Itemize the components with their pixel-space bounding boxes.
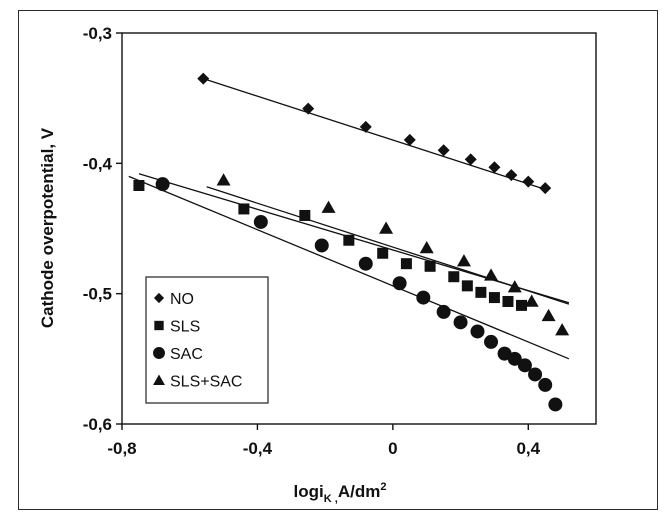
x-tick-label: 0 — [388, 439, 397, 458]
data-point-sls — [400, 258, 412, 270]
data-point-sls-sac — [484, 268, 499, 281]
y-tick-label: -0,5 — [83, 285, 112, 304]
data-point-no — [488, 161, 501, 174]
data-point-sls-sac — [456, 254, 471, 267]
data-point-sac — [392, 276, 407, 291]
legend-marker-sls-sac — [153, 374, 165, 385]
data-point-sls — [448, 271, 460, 283]
data-point-sac — [453, 315, 468, 330]
data-point-sls-sac — [379, 221, 394, 234]
data-point-sls — [343, 234, 355, 246]
data-point-sac — [470, 324, 485, 339]
data-point-sls — [133, 179, 145, 191]
data-point-sac — [416, 290, 431, 305]
data-point-sls-sac — [419, 241, 434, 254]
x-axis-title-unit: A/dm — [338, 482, 381, 501]
data-point-sls — [475, 286, 487, 298]
data-point-sls-sac — [216, 173, 231, 186]
data-point-sls — [516, 299, 528, 311]
data-point-sac — [528, 367, 543, 382]
data-point-sls — [502, 295, 514, 307]
y-tick-label: -0,4 — [83, 154, 113, 173]
fit-line-sls-sac — [206, 186, 570, 305]
data-point-sac — [436, 304, 451, 319]
data-point-no — [437, 144, 450, 157]
legend-label-sls-sac: SLS+SAC — [170, 374, 242, 391]
fit-line-no — [203, 77, 546, 191]
data-point-sac — [358, 256, 373, 271]
legend-label-sls: SLS — [170, 319, 200, 336]
legend-marker-sls — [154, 320, 164, 331]
data-point-sls-sac — [541, 308, 556, 322]
data-point-sls — [377, 247, 389, 259]
data-point-no — [359, 120, 372, 133]
x-tick-label: -0,8 — [107, 439, 136, 458]
legend-label-no: NO — [170, 291, 194, 308]
data-point-sls — [461, 280, 473, 292]
data-point-no — [522, 175, 535, 188]
data-point-sls-sac — [524, 294, 539, 307]
data-point-sac — [253, 214, 268, 229]
x-axis-title-superscript: 2 — [380, 481, 386, 493]
data-point-sls — [424, 260, 436, 272]
y-tick-label: -0,6 — [83, 415, 112, 434]
data-point-sac — [548, 397, 563, 412]
data-point-sls — [488, 292, 500, 304]
data-point-sac — [155, 177, 170, 192]
x-axis-title: logiK ,A/dm2 — [294, 481, 387, 505]
data-point-no — [505, 169, 518, 182]
data-point-no — [464, 153, 477, 166]
data-point-sls-sac — [321, 200, 336, 213]
y-tick-label: -0,3 — [83, 24, 112, 43]
legend-marker-no — [153, 292, 165, 304]
legend-box — [145, 276, 269, 404]
data-point-sls — [238, 203, 250, 215]
x-tick-label: 0,4 — [516, 439, 540, 458]
data-point-sac — [314, 238, 329, 253]
legend: NO SLS SAC SLS+SAC — [145, 276, 269, 404]
data-point-no — [197, 72, 210, 85]
x-axis-title-main: logi — [294, 482, 324, 501]
data-point-sls-sac — [507, 280, 522, 293]
data-point-sac — [484, 334, 499, 349]
data-point-sac — [538, 377, 553, 392]
chart-frame — [18, 10, 658, 510]
plot-area-border — [121, 32, 597, 425]
data-point-sls — [299, 209, 311, 221]
data-point-sac — [517, 358, 532, 373]
data-point-sac — [507, 351, 522, 366]
x-tick-label: -0,4 — [243, 439, 273, 458]
legend-marker-sac — [153, 347, 165, 359]
x-axis-title-subscript: K , — [324, 493, 338, 505]
data-point-no — [539, 182, 552, 195]
data-point-sls-sac — [555, 323, 570, 336]
fit-line-sac — [128, 175, 570, 360]
y-axis-title: Cathode overpotential, V — [38, 127, 57, 328]
data-point-no — [403, 133, 416, 146]
legend-label-sac: SAC — [170, 346, 203, 363]
data-point-no — [302, 102, 315, 115]
